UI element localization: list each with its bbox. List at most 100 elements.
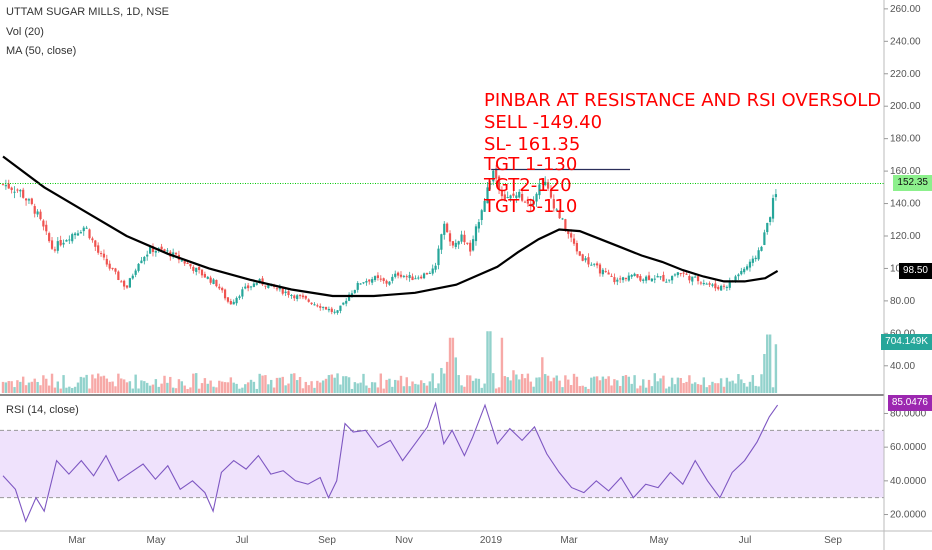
candle-body bbox=[347, 294, 351, 301]
volume-bar bbox=[339, 384, 342, 393]
candle-body bbox=[275, 288, 279, 290]
volume-bar bbox=[313, 387, 316, 393]
volume-bar bbox=[148, 385, 152, 393]
candle-body bbox=[414, 278, 417, 280]
candle-body bbox=[659, 276, 662, 278]
candle-body bbox=[350, 293, 354, 296]
candle-body bbox=[24, 198, 28, 201]
candle-body bbox=[258, 279, 261, 283]
volume-bar bbox=[319, 382, 322, 393]
candle-body bbox=[186, 262, 189, 264]
candle-body bbox=[636, 274, 639, 278]
candle-body bbox=[604, 271, 607, 273]
volume-bar bbox=[691, 383, 694, 393]
volume-bar bbox=[543, 374, 547, 393]
candle-body bbox=[183, 261, 186, 264]
volume-bar bbox=[494, 388, 498, 393]
candle-body bbox=[244, 286, 247, 289]
volume-bar bbox=[659, 378, 662, 393]
candle-body bbox=[74, 233, 77, 236]
volume-bar bbox=[264, 375, 267, 393]
candle-body bbox=[379, 278, 382, 280]
volume-bar bbox=[575, 376, 579, 393]
volume-bar bbox=[39, 385, 42, 393]
volume-bar bbox=[460, 385, 463, 393]
volume-bar bbox=[702, 377, 706, 393]
volume-bar bbox=[748, 381, 752, 393]
candle-body bbox=[198, 266, 201, 270]
volume-bar bbox=[16, 380, 19, 393]
candle-body bbox=[422, 273, 426, 279]
candle-body bbox=[408, 275, 411, 279]
volume-bar bbox=[443, 373, 446, 393]
volume-bar bbox=[186, 388, 189, 393]
candle-body bbox=[368, 279, 371, 282]
volume-bar bbox=[68, 386, 71, 393]
candle-body bbox=[682, 272, 685, 274]
volume-bar bbox=[108, 381, 111, 393]
candle-body bbox=[30, 198, 33, 205]
candle-body bbox=[584, 258, 587, 261]
candle-body bbox=[143, 256, 146, 262]
volume-bar bbox=[538, 377, 541, 393]
candle-body bbox=[4, 185, 7, 187]
volume-bar bbox=[497, 387, 501, 393]
annotation-line-6: TGT 3-110 bbox=[484, 196, 578, 217]
candle-body bbox=[45, 224, 48, 232]
candle-body bbox=[601, 269, 604, 275]
candle-body bbox=[189, 263, 192, 267]
candles bbox=[1, 164, 778, 315]
candle-body bbox=[327, 309, 330, 311]
candle-body bbox=[633, 273, 636, 276]
candle-body bbox=[509, 195, 512, 199]
volume-bar bbox=[368, 387, 371, 393]
volume-bar bbox=[419, 380, 423, 393]
candle-body bbox=[645, 276, 648, 281]
candle-body bbox=[440, 234, 443, 250]
volume-bar bbox=[235, 383, 238, 393]
candle-body bbox=[598, 264, 602, 274]
candle-body bbox=[549, 190, 553, 198]
volume-bar bbox=[373, 382, 377, 393]
volume-bar bbox=[500, 337, 504, 393]
candle-body bbox=[486, 187, 489, 204]
volume-bar bbox=[633, 375, 636, 393]
candle-body bbox=[293, 295, 296, 299]
candle-body bbox=[587, 257, 590, 265]
volume-bar bbox=[682, 383, 685, 393]
volume-bar bbox=[122, 379, 126, 393]
volume-bar bbox=[425, 385, 429, 393]
volume-bar bbox=[653, 373, 656, 393]
time-tick-label: 2019 bbox=[480, 535, 503, 546]
volume-bar bbox=[564, 375, 567, 393]
volume-bar bbox=[642, 379, 645, 393]
ma-50-line bbox=[2, 155, 779, 298]
candle-body bbox=[417, 277, 420, 279]
rsi-line bbox=[2, 401, 779, 523]
volume-bar bbox=[688, 375, 691, 393]
candle-body bbox=[567, 230, 570, 235]
candle-body bbox=[561, 218, 564, 220]
volume-bar bbox=[644, 387, 648, 393]
rsi-legend: RSI (14, close) bbox=[6, 404, 79, 416]
candle-body bbox=[333, 311, 336, 313]
candle-body bbox=[267, 284, 270, 288]
candle-body bbox=[728, 281, 731, 288]
candle-body bbox=[717, 286, 720, 290]
volume-bar bbox=[336, 373, 339, 393]
volume-bar bbox=[163, 375, 166, 393]
volume-bar bbox=[62, 375, 65, 393]
volume-bar bbox=[229, 377, 233, 393]
candle-body bbox=[79, 232, 82, 234]
candle-body bbox=[105, 258, 108, 265]
volume-bar bbox=[616, 380, 619, 393]
volume-bar bbox=[630, 383, 633, 393]
volume-bar bbox=[408, 386, 411, 393]
candle-body bbox=[388, 281, 391, 285]
volume-bar bbox=[451, 337, 455, 393]
candle-body bbox=[249, 286, 253, 288]
volume-bar bbox=[252, 381, 256, 393]
candle-body bbox=[125, 285, 129, 288]
rsi-tick-label: 60.0000 bbox=[890, 442, 927, 453]
